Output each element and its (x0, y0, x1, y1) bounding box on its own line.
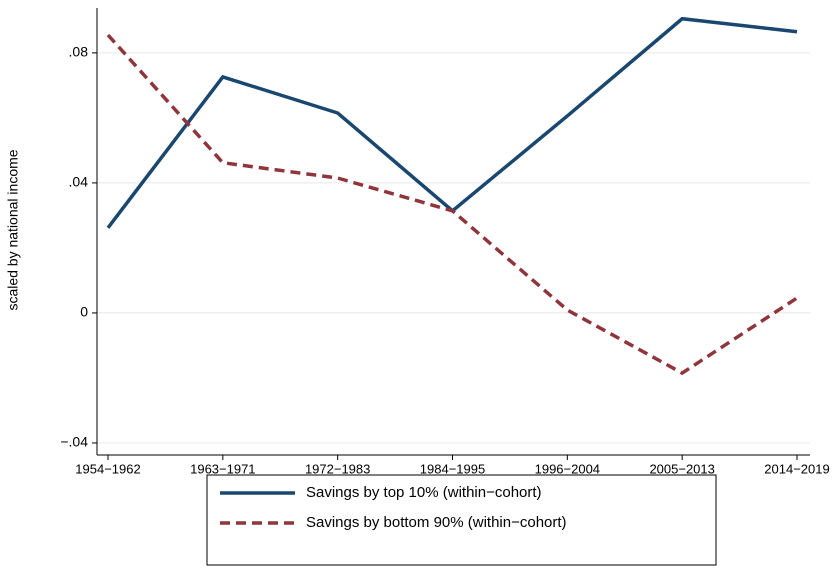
x-tick-label: 1954−1962 (75, 461, 140, 476)
line-series (106, 16, 798, 229)
x-tick-label: 1996−2004 (535, 461, 600, 476)
y-axis-label: scaled by national income (5, 149, 21, 310)
y-tick-label: .04 (69, 174, 89, 190)
y-tick-label: 0 (80, 304, 88, 320)
x-tick-label: 2014−2019 (764, 461, 829, 476)
legend-label: Savings by bottom 90% (within−cohort) (306, 514, 567, 531)
legend-box (206, 474, 717, 566)
line-series (106, 33, 798, 376)
x-tick-label: 2005−2013 (649, 461, 714, 476)
x-tick-label: 1972−1983 (305, 461, 370, 476)
legend-label: Savings by top 10% (within−cohort) (306, 484, 542, 501)
y-tick-label: .08 (69, 44, 89, 60)
x-tick-label: 1984−1995 (420, 461, 485, 476)
y-tick-label: −.04 (60, 434, 88, 450)
x-tick-label: 1963−1971 (190, 461, 255, 476)
